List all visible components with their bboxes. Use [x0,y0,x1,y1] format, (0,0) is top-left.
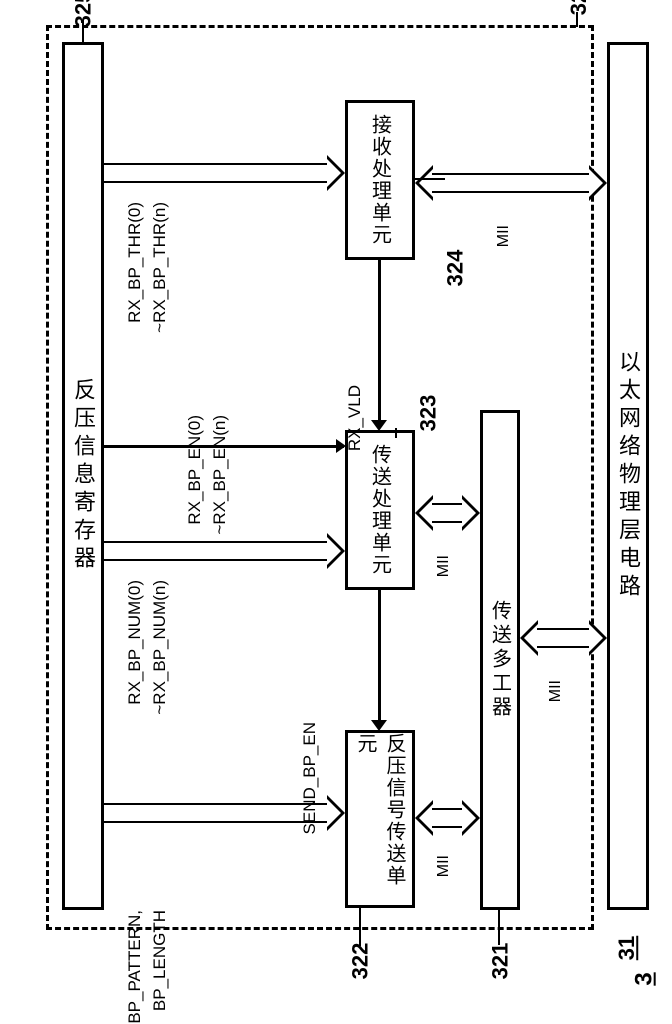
sig-rx-bp-en-a: RX_BP_EN(0) [185,415,205,525]
sig-rx-bp-thr-a: RX_BP_THR(0) [125,202,145,323]
tx-mux-block: 传送多工器 [480,410,520,910]
leader-323 [395,428,397,438]
arrow-rx-vld-head [371,420,387,431]
rx-proc-block: 接收处理单元 [345,100,415,260]
sig-mii-1: MII [435,855,453,877]
ref-31: 31 [614,936,640,960]
register-label: 反压信息寄存器 [67,378,99,574]
sig-mii-3: MII [547,680,565,702]
sig-rx-bp-en-b: ~RX_BP_EN(n) [210,415,230,535]
ref-321: 321 [487,943,513,980]
ref-324: 324 [442,250,468,287]
sig-rx-bp-num-b: ~RX_BP_NUM(n) [150,580,170,715]
tx-mux-label: 传送多工器 [486,600,515,720]
phy-block: 以太网络物理层电路 [607,42,649,910]
tx-proc-block: 传送处理单元 [345,430,415,590]
bp-tx-unit-label: 反压信号传送单元 [351,733,409,905]
leader-322 [359,908,361,946]
ref-3: 3 [631,972,659,985]
ref-322: 322 [347,943,373,980]
sig-mii-2: MII [435,555,453,577]
sig-bp-length: BP_LENGTH [150,910,170,1011]
ref-32: 32 [566,0,592,15]
phy-label: 以太网络物理层电路 [612,350,644,602]
ref-325: 325 [70,0,96,27]
leader-324 [413,178,445,180]
sig-bp-pattern: BP_PATTERN, [125,910,145,1024]
sig-rx-bp-thr-b: ~RX_BP_THR(n) [150,202,170,333]
sig-rx-vld: RX_VLD [345,385,365,451]
rx-proc-label: 接收处理单元 [366,114,395,246]
leader-321 [498,910,500,945]
sig-send-bp-en: SEND_BP_EN [300,722,320,834]
arrow-send-bp-en [378,590,381,722]
tx-proc-label: 传送处理单元 [366,444,395,576]
bp-tx-unit-block: 反压信号传送单元 [345,730,415,908]
arrow-rx-vld [378,260,381,422]
arrow-send-bp-en-head [371,720,387,731]
ref-323: 323 [415,395,441,432]
register-block: 反压信息寄存器 [62,42,104,910]
sig-mii-4: MII [495,225,513,247]
sig-rx-bp-num-a: RX_BP_NUM(0) [125,580,145,705]
